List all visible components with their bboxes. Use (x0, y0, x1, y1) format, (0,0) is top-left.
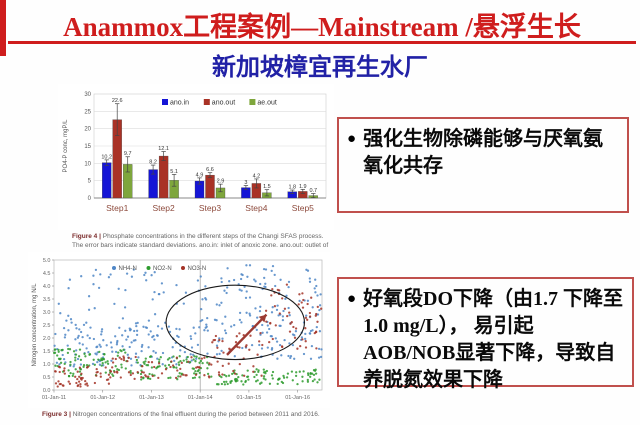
svg-text:Step1: Step1 (106, 203, 128, 213)
svg-text:30: 30 (84, 92, 91, 98)
svg-text:15: 15 (84, 144, 91, 150)
scatter-chart-caption-label: Figure 3 | (42, 411, 71, 418)
slide-subtitle: 新加坡樟宜再生水厂 (212, 55, 428, 81)
svg-text:NH4-N: NH4-N (119, 266, 137, 272)
bullet-icon: ● (347, 131, 357, 147)
svg-text:01-Jan-13: 01-Jan-13 (139, 395, 164, 401)
scatter-chart-caption: Figure 3 | Nitrogen concentrations of th… (28, 410, 330, 419)
title-underline (8, 41, 636, 44)
note-box-ebpr-anammox: ● 强化生物除磷能够与厌氧氨氧化共存 (337, 117, 629, 213)
svg-text:ano.in: ano.in (170, 100, 189, 107)
svg-text:2.5: 2.5 (43, 323, 51, 329)
svg-text:ano.out: ano.out (212, 100, 235, 107)
nitrogen-scatter-chart-figure: 5.0 4.5 4.0 3.5 3.0 2.5 2.0 1.5 1.0 0.5 0.0 01-Jan-… (28, 252, 330, 419)
svg-text:PO4-P conc, mgP/L: PO4-P conc, mgP/L (63, 119, 69, 173)
svg-text:25: 25 (84, 109, 91, 115)
svg-text:1.5: 1.5 (263, 184, 271, 190)
svg-text:01-Jan-12: 01-Jan-12 (90, 395, 115, 401)
svg-text:NO2-N: NO2-N (153, 266, 172, 272)
svg-text:Step2: Step2 (152, 203, 174, 213)
svg-text:4.2: 4.2 (253, 173, 261, 179)
svg-text:0.0: 0.0 (43, 388, 51, 394)
svg-text:2.0: 2.0 (43, 336, 51, 342)
svg-text:Step5: Step5 (292, 203, 314, 213)
bullet-icon: ● (347, 291, 357, 307)
svg-text:Step3: Step3 (199, 203, 221, 213)
svg-text:ae.out: ae.out (257, 100, 277, 107)
note-text-ebpr-anammox: 强化生物除磷能够与厌氧氨氧化共存 (363, 128, 604, 177)
svg-text:10.2: 10.2 (101, 154, 112, 160)
svg-text:0.7: 0.7 (309, 188, 317, 194)
svg-text:01-Jan-16: 01-Jan-16 (285, 395, 310, 401)
svg-text:4.0: 4.0 (43, 284, 51, 290)
note-box-do-drop: ● 好氧段DO下降（由1.7 下降至1.0 mg/L）， 易引起AOB/NOB显… (337, 277, 634, 391)
phosphate-bar-chart-figure: 0 5 10 15 20 25 30 PO4-P conc, mgP/L 10.2 22.6 9.7… (58, 84, 334, 260)
svg-text:1.0: 1.0 (43, 362, 51, 368)
svg-text:9.7: 9.7 (124, 151, 132, 157)
nitrogen-scatter-chart: 5.04.54.03.53.02.52.01.51.00.50.001-Jan-… (28, 252, 330, 408)
svg-text:0.5: 0.5 (43, 375, 51, 381)
svg-text:5.0: 5.0 (43, 258, 51, 264)
svg-text:4.5: 4.5 (43, 271, 51, 277)
svg-text:1.9: 1.9 (299, 184, 307, 190)
svg-text:5: 5 (88, 179, 92, 185)
svg-text:NO3-N: NO3-N (188, 266, 207, 272)
svg-text:10: 10 (84, 161, 91, 167)
svg-text:01-Jan-15: 01-Jan-15 (237, 395, 262, 401)
svg-text:1.8: 1.8 (288, 185, 296, 191)
svg-text:3.5: 3.5 (43, 297, 51, 303)
svg-text:5.1: 5.1 (170, 169, 178, 175)
svg-text:12.1: 12.1 (158, 146, 169, 152)
phosphate-bar-chart: 0 5 10 15 20 25 30 PO4-P conc, mgP/L 10.2 22.6 9.7… (58, 84, 334, 230)
svg-text:4.9: 4.9 (196, 172, 204, 178)
bar-chart-caption-label: Figure 4 | (72, 233, 101, 240)
scatter-chart-caption-text: Nitrogen concentrations of the final eff… (72, 411, 320, 418)
svg-text:3: 3 (244, 180, 247, 186)
slide-title: Anammox工程案例—Mainstream /悬浮生长 (63, 12, 581, 42)
svg-text:0: 0 (88, 196, 92, 202)
svg-text:Step4: Step4 (245, 203, 267, 213)
note-text-do-drop: 好氧段DO下降（由1.7 下降至1.0 mg/L）， 易引起AOB/NOB显著下… (363, 288, 624, 391)
svg-text:8.2: 8.2 (149, 160, 157, 166)
svg-text:1.5: 1.5 (43, 349, 51, 355)
svg-text:01-Jan-11: 01-Jan-11 (42, 395, 66, 401)
svg-text:6.6: 6.6 (206, 167, 214, 173)
svg-text:2.9: 2.9 (217, 179, 225, 185)
svg-text:3.0: 3.0 (43, 310, 51, 316)
svg-text:01-Jan-14: 01-Jan-14 (188, 395, 213, 401)
title-accent-bar (0, 0, 6, 56)
svg-text:20: 20 (84, 127, 91, 133)
svg-text:22.6: 22.6 (112, 98, 123, 104)
svg-text:Nitrogen concentration, mg N/L: Nitrogen concentration, mg N/L (32, 283, 38, 367)
